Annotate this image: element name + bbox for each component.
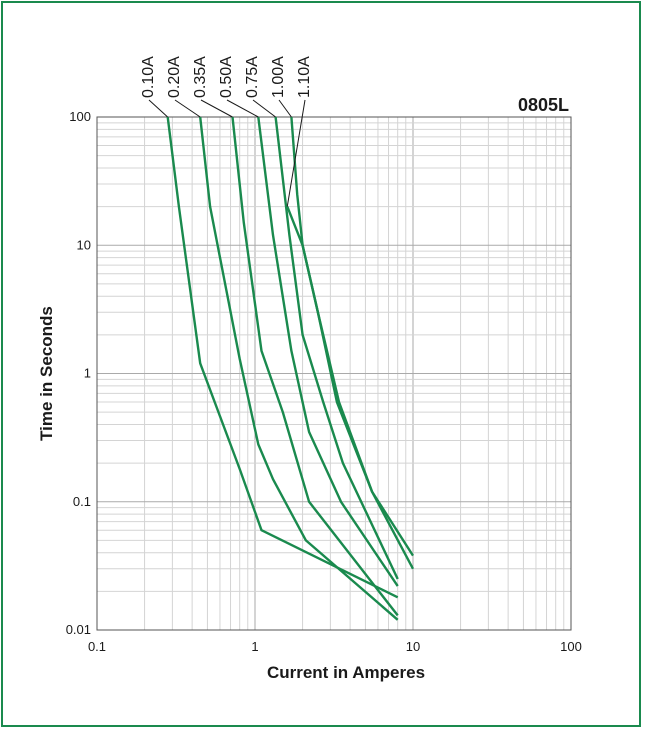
x-tick-label: 100 [560, 639, 582, 654]
series-line-0.20A [199, 116, 399, 621]
rating-label: 1.00A [270, 56, 287, 98]
rating-label: 1.10A [296, 56, 313, 98]
rating-labels: 0.10A 0.20A 0.35A 0.50A 0.75A 1.00A 1.10A [140, 56, 313, 98]
x-tick-label: 1 [251, 639, 258, 654]
rating-leader [226, 99, 259, 118]
series-line-0.35A [231, 116, 399, 617]
y-tick-labels: 0.01 0.1 1 10 100 [66, 109, 91, 637]
y-tick-label: 0.01 [66, 622, 91, 637]
chart-title: 0805L [518, 95, 569, 115]
series-line-0.10A [166, 116, 399, 599]
y-axis-label: Time in Seconds [37, 306, 56, 441]
rating-leader [148, 99, 168, 118]
x-tick-label: 0.1 [88, 639, 106, 654]
rating-leader [286, 99, 306, 207]
series-line-0.50A [257, 116, 399, 587]
grid [96, 117, 571, 631]
rating-label: 0.50A [218, 56, 235, 98]
series-line-0.75A [274, 116, 399, 580]
rating-label: 0.75A [244, 56, 261, 98]
rating-leader [200, 99, 233, 118]
rating-label: 0.35A [192, 56, 209, 98]
rating-leader [278, 99, 292, 118]
series-line-1.10A [286, 206, 415, 557]
plot-border [96, 116, 572, 631]
y-tick-label: 0.1 [73, 494, 91, 509]
y-tick-label: 10 [77, 237, 91, 252]
rating-leader [252, 99, 276, 118]
x-tick-labels: 0.1 1 10 100 [88, 639, 582, 654]
y-tick-label: 1 [84, 366, 91, 381]
rating-label: 0.10A [140, 56, 157, 98]
x-tick-label: 10 [406, 639, 420, 654]
rating-leader [174, 99, 201, 118]
rating-label: 0.20A [166, 56, 183, 98]
x-axis-label: Current in Amperes [267, 663, 425, 682]
rating-leaders [148, 99, 306, 207]
y-tick-label: 100 [69, 109, 91, 124]
series-curves [166, 116, 415, 621]
